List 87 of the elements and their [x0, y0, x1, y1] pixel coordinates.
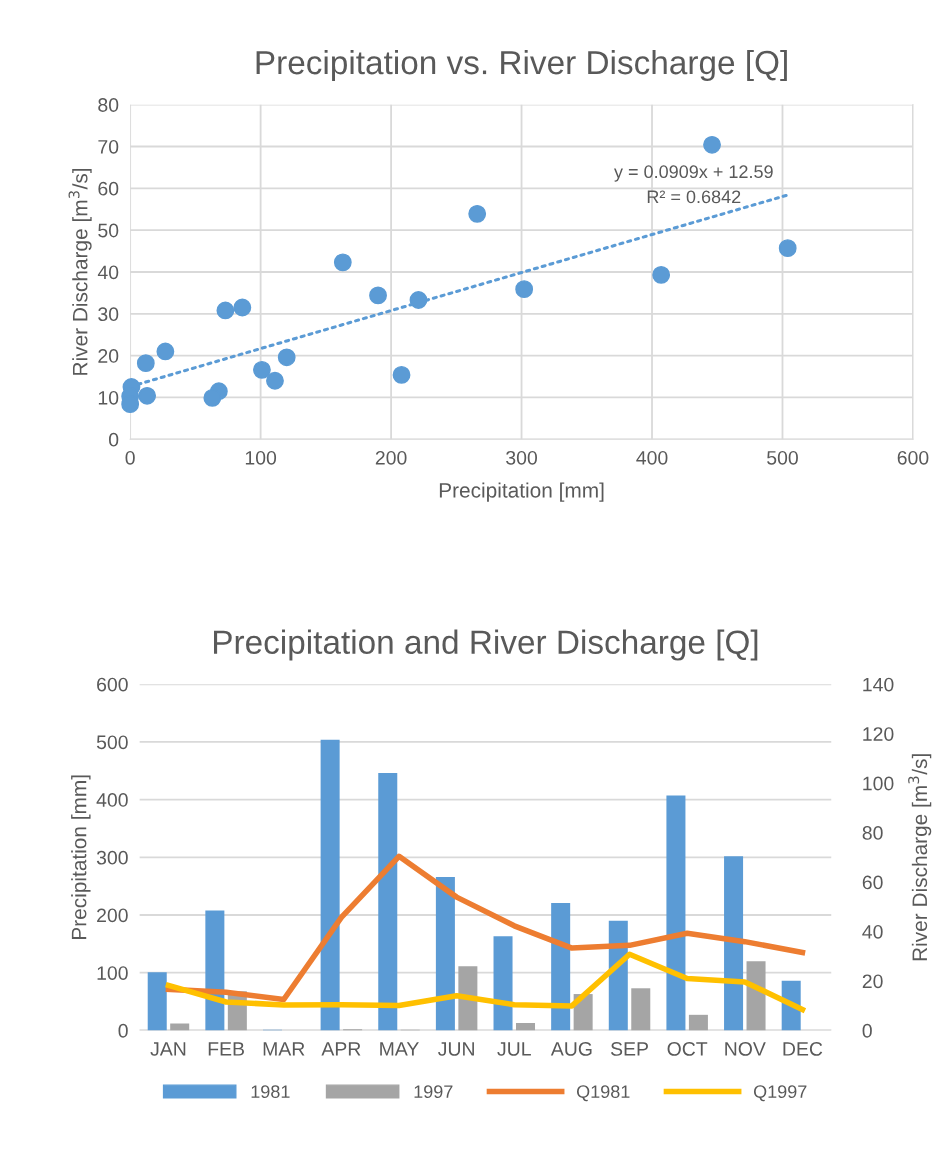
y-tick-label: 0	[108, 432, 119, 447]
point	[703, 135, 721, 154]
y-tick-label: 30	[98, 307, 119, 322]
bar	[551, 902, 571, 1031]
point	[468, 204, 487, 223]
x-tick-label: 200	[375, 450, 407, 465]
bar	[170, 1023, 190, 1031]
x-tick-label: JAN	[150, 1042, 186, 1056]
point	[515, 280, 534, 299]
point	[277, 348, 296, 367]
x-tick-label: JUN	[438, 1042, 474, 1056]
y-tick-label: 70	[98, 139, 119, 154]
bar	[458, 966, 478, 1031]
y2-tick-label: 60	[862, 875, 883, 890]
annotation: y = 0.0909x + 12.59	[614, 165, 773, 182]
y2-tick-label: 100	[863, 776, 894, 791]
annotation: R² = 0.6842	[647, 190, 741, 204]
legend-label: 1997	[414, 1085, 453, 1098]
bar	[378, 773, 398, 1031]
y-tick-label: 0	[118, 1023, 128, 1038]
x-tick-label: OCT	[667, 1042, 708, 1056]
bar	[147, 972, 167, 1031]
y2-tick-label: 140	[863, 677, 894, 692]
y2-tick-label: 80	[862, 826, 883, 840]
y-tick-label: 200	[97, 908, 128, 923]
bar	[516, 1022, 536, 1031]
x-tick-label: 300	[506, 450, 538, 465]
y2-axis-title: River Discharge [m$^{3}$/s]	[908, 754, 932, 961]
y-tick-label: 10	[98, 390, 119, 405]
y-tick-label: 40	[97, 265, 119, 280]
x-tick-label: NOV	[725, 1042, 766, 1056]
x-tick-label: FEB	[208, 1042, 244, 1056]
point	[253, 360, 271, 379]
y-tick-label: 100	[97, 966, 128, 980]
legend-label: 1981	[251, 1085, 290, 1098]
bar	[724, 856, 744, 1031]
point	[233, 298, 252, 317]
point	[136, 354, 155, 373]
legend-label: Q1997	[753, 1085, 807, 1102]
point	[409, 291, 428, 309]
bar	[493, 936, 513, 1031]
y-tick-label: 400	[96, 793, 128, 807]
y-axis-title: Precipitation [mm]	[71, 775, 91, 939]
y2-tick-label: 40	[862, 924, 883, 939]
bar	[320, 739, 340, 1031]
point	[216, 301, 235, 320]
x-tick-label: APR	[321, 1042, 361, 1056]
point	[778, 239, 797, 258]
x-tick-label: 500	[767, 450, 798, 465]
point	[266, 371, 284, 390]
x-tick-label: JUL	[497, 1042, 531, 1056]
chart-title: Precipitation and River Discharge [Q]	[214, 629, 758, 661]
x-tick-label: MAR	[263, 1042, 305, 1056]
point	[333, 253, 352, 272]
x-tick-label: 600	[897, 450, 929, 465]
y-tick-label: 50	[98, 223, 119, 238]
y2-tick-label: 0	[862, 1023, 872, 1038]
y2-tick-label: 120	[863, 727, 894, 741]
x-tick-label: MAY	[380, 1042, 419, 1056]
point	[138, 386, 157, 405]
point	[392, 365, 411, 384]
y-tick-label: 60	[98, 181, 119, 196]
bar	[746, 961, 766, 1031]
y-tick-label: 600	[97, 677, 128, 692]
y-tick-label: 80	[98, 98, 119, 112]
point	[203, 388, 222, 407]
point	[156, 342, 175, 361]
x-axis-title: Precipitation [mm]	[439, 482, 604, 502]
bar	[205, 910, 225, 1031]
x-tick-label: AUG	[550, 1042, 592, 1056]
y-axis-title: River Discharge [m$^{3}$/s]	[68, 168, 92, 375]
y-tick-label: 20	[98, 349, 119, 363]
bar	[666, 795, 686, 1031]
x-tick-label: 400	[636, 450, 668, 465]
y-tick-label: 500	[96, 735, 128, 750]
y-tick-label: 300	[96, 850, 128, 865]
bar	[631, 988, 651, 1031]
x-tick-label: 100	[245, 450, 277, 465]
point	[652, 265, 671, 284]
bar	[688, 1014, 708, 1031]
x-tick-label: SEP	[610, 1042, 648, 1056]
chart-title: Precipitation vs. River Discharge [Q]	[256, 49, 787, 82]
bar	[435, 876, 455, 1031]
x-tick-label: DEC	[783, 1042, 823, 1056]
point	[369, 286, 387, 305]
y2-tick-label: 20	[862, 974, 883, 989]
legend-label: Q1981	[576, 1085, 630, 1102]
